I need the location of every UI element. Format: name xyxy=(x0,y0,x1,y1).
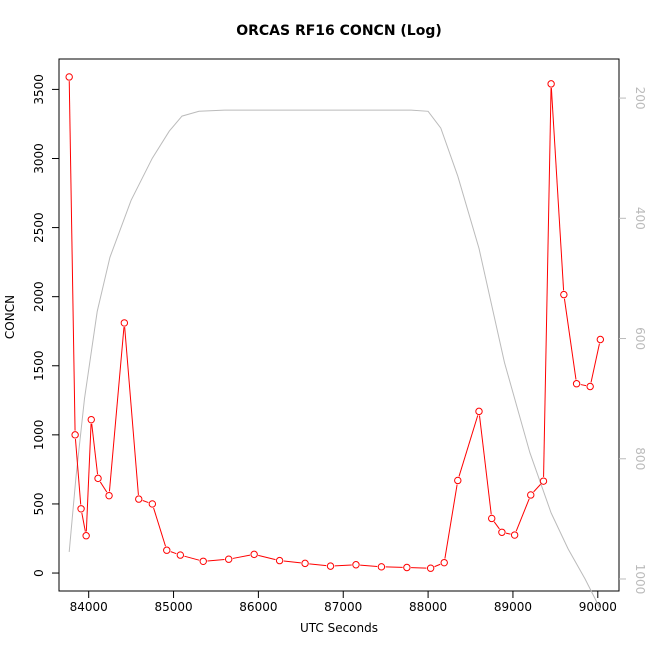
data-point xyxy=(527,491,535,499)
data-point xyxy=(65,73,73,81)
y-tick-label: 2500 xyxy=(32,212,46,243)
right-y-tick-label: 600 xyxy=(633,327,647,350)
data-point xyxy=(135,495,143,503)
series-line-segment xyxy=(444,484,458,559)
series-line-segment xyxy=(563,298,577,380)
series-line-segment xyxy=(434,563,441,568)
data-point xyxy=(71,431,79,439)
series-line-segment xyxy=(170,551,177,555)
series-line-segment xyxy=(124,327,139,495)
data-point xyxy=(539,477,548,485)
data-point xyxy=(454,476,462,485)
data-point xyxy=(275,556,284,565)
data-point xyxy=(596,335,605,344)
data-point xyxy=(301,559,309,568)
series-line-segment xyxy=(85,423,92,532)
series-line-segment xyxy=(458,415,479,477)
x-tick-label: 85000 xyxy=(154,600,192,614)
right-y-tick-label: 1000 xyxy=(633,564,647,595)
y-tick-label: 3000 xyxy=(32,143,46,174)
data-point xyxy=(94,474,102,483)
series-line-segment xyxy=(153,507,166,547)
series-line-segment xyxy=(360,564,378,567)
series-line-segment xyxy=(478,415,492,515)
data-point xyxy=(377,563,386,571)
series-line-segment xyxy=(68,81,76,431)
plot-area: 84000 85000 86000 87000 88000 89000 90000 0 500 1… xyxy=(32,73,647,614)
series-line-segment xyxy=(91,423,99,475)
right-y-tick-label: 200 xyxy=(633,87,647,110)
data-point xyxy=(498,528,506,536)
data-point xyxy=(120,319,129,327)
data-point xyxy=(403,563,411,572)
data-point xyxy=(87,415,95,424)
series-line-segment xyxy=(81,512,86,532)
y-tick-label: 1500 xyxy=(32,350,46,381)
series-line-segment xyxy=(309,563,327,567)
data-point xyxy=(105,491,113,500)
data-point xyxy=(82,532,90,540)
x-tick-label: 87000 xyxy=(324,600,362,614)
data-point xyxy=(199,557,207,565)
right-y-tick-label: 400 xyxy=(633,207,647,230)
data-point xyxy=(510,531,519,539)
series-line-segment xyxy=(580,384,587,387)
series-line-segment xyxy=(493,521,500,530)
data-point xyxy=(77,505,85,513)
y-tick-label: 1000 xyxy=(32,420,46,451)
y-axis-label: CONCN xyxy=(3,295,17,339)
y-tick-label: 2000 xyxy=(32,281,46,312)
y-tick-label: 3500 xyxy=(32,74,46,105)
x-tick-label: 84000 xyxy=(70,600,108,614)
series-line-segment xyxy=(142,500,149,504)
series-line-segment xyxy=(184,555,200,561)
y-tick-label: 0 xyxy=(32,569,46,577)
data-point xyxy=(560,290,568,299)
series-line-segment xyxy=(99,481,108,493)
chart-title: ORCAS RF16 CONCN (Log) xyxy=(236,23,442,39)
data-point xyxy=(163,546,171,554)
series-line-segment xyxy=(505,532,511,535)
series-line-segment xyxy=(543,88,552,477)
data-point xyxy=(352,561,360,569)
right-y-tick-label: 800 xyxy=(633,447,647,470)
x-tick-label: 86000 xyxy=(239,600,277,614)
series-line-segment xyxy=(232,554,251,559)
data-point xyxy=(250,550,258,559)
data-point xyxy=(426,564,435,572)
series-line-segment xyxy=(258,554,276,561)
series-line-segment xyxy=(515,498,530,532)
y-tick-label: 500 xyxy=(32,492,46,515)
data-point xyxy=(586,382,594,391)
x-tick-label: 88000 xyxy=(409,600,447,614)
plot-frame xyxy=(58,58,620,592)
series-line-segment xyxy=(74,439,82,505)
series-line-segment xyxy=(533,483,542,493)
x-axis-label: UTC Seconds xyxy=(300,621,378,635)
data-point xyxy=(547,80,555,88)
x-tick-label: 89000 xyxy=(494,600,532,614)
data-point xyxy=(440,558,448,567)
series-line-segment xyxy=(207,559,225,562)
data-point xyxy=(488,514,496,523)
series-line-gray xyxy=(68,109,601,610)
data-point xyxy=(224,555,233,563)
series-line-segment xyxy=(590,343,600,383)
data-point xyxy=(475,407,483,416)
series-line-segment xyxy=(283,560,301,564)
series-line-segment xyxy=(108,327,125,492)
series-line-segment xyxy=(550,88,565,291)
data-point xyxy=(572,380,581,388)
data-point xyxy=(148,500,157,508)
data-point xyxy=(326,562,335,570)
series-line-segment xyxy=(334,564,352,567)
x-tick-label: 90000 xyxy=(579,600,617,614)
data-point xyxy=(176,551,185,559)
